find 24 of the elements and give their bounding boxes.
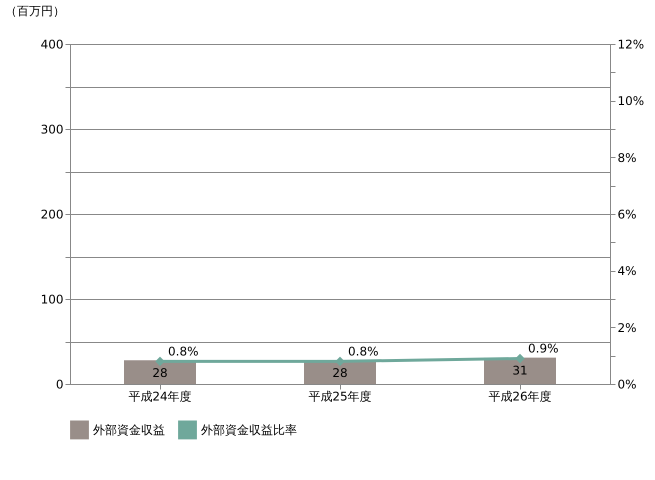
y-tick-label: 400 — [40, 38, 64, 52]
x-tick-label: 平成24年度 — [128, 390, 192, 404]
legend-label: 外部資金収益 — [93, 422, 165, 437]
y-axis-title: （百万円） — [5, 4, 66, 18]
y2-tick-label: 4% — [618, 264, 637, 278]
y2-tick-label: 8% — [618, 150, 637, 165]
x-tick-label: 平成25年度 — [308, 390, 372, 404]
y-tick-label: 100 — [40, 292, 64, 306]
y2-tick-label: 10% — [618, 94, 644, 108]
y-tick-label: 200 — [40, 208, 64, 222]
data-label: 0.9% — [528, 342, 558, 356]
x-tick-label: 平成26年度 — [488, 390, 552, 404]
legend-label: 外部資金収益比率 — [201, 422, 297, 437]
y2-tick-label: 6% — [618, 208, 637, 222]
y-tick-label: 0 — [56, 378, 64, 392]
y2-tick-label: 0% — [618, 378, 637, 392]
data-label: 0.8% — [348, 344, 378, 358]
data-label: 31 — [512, 364, 528, 378]
data-label: 28 — [152, 366, 168, 380]
data-label: 28 — [332, 366, 348, 380]
y-tick-label: 300 — [40, 122, 64, 136]
y2-tick-label: 12% — [618, 38, 644, 52]
data-label: 0.8% — [168, 344, 198, 358]
y2-tick-label: 2% — [618, 320, 637, 335]
